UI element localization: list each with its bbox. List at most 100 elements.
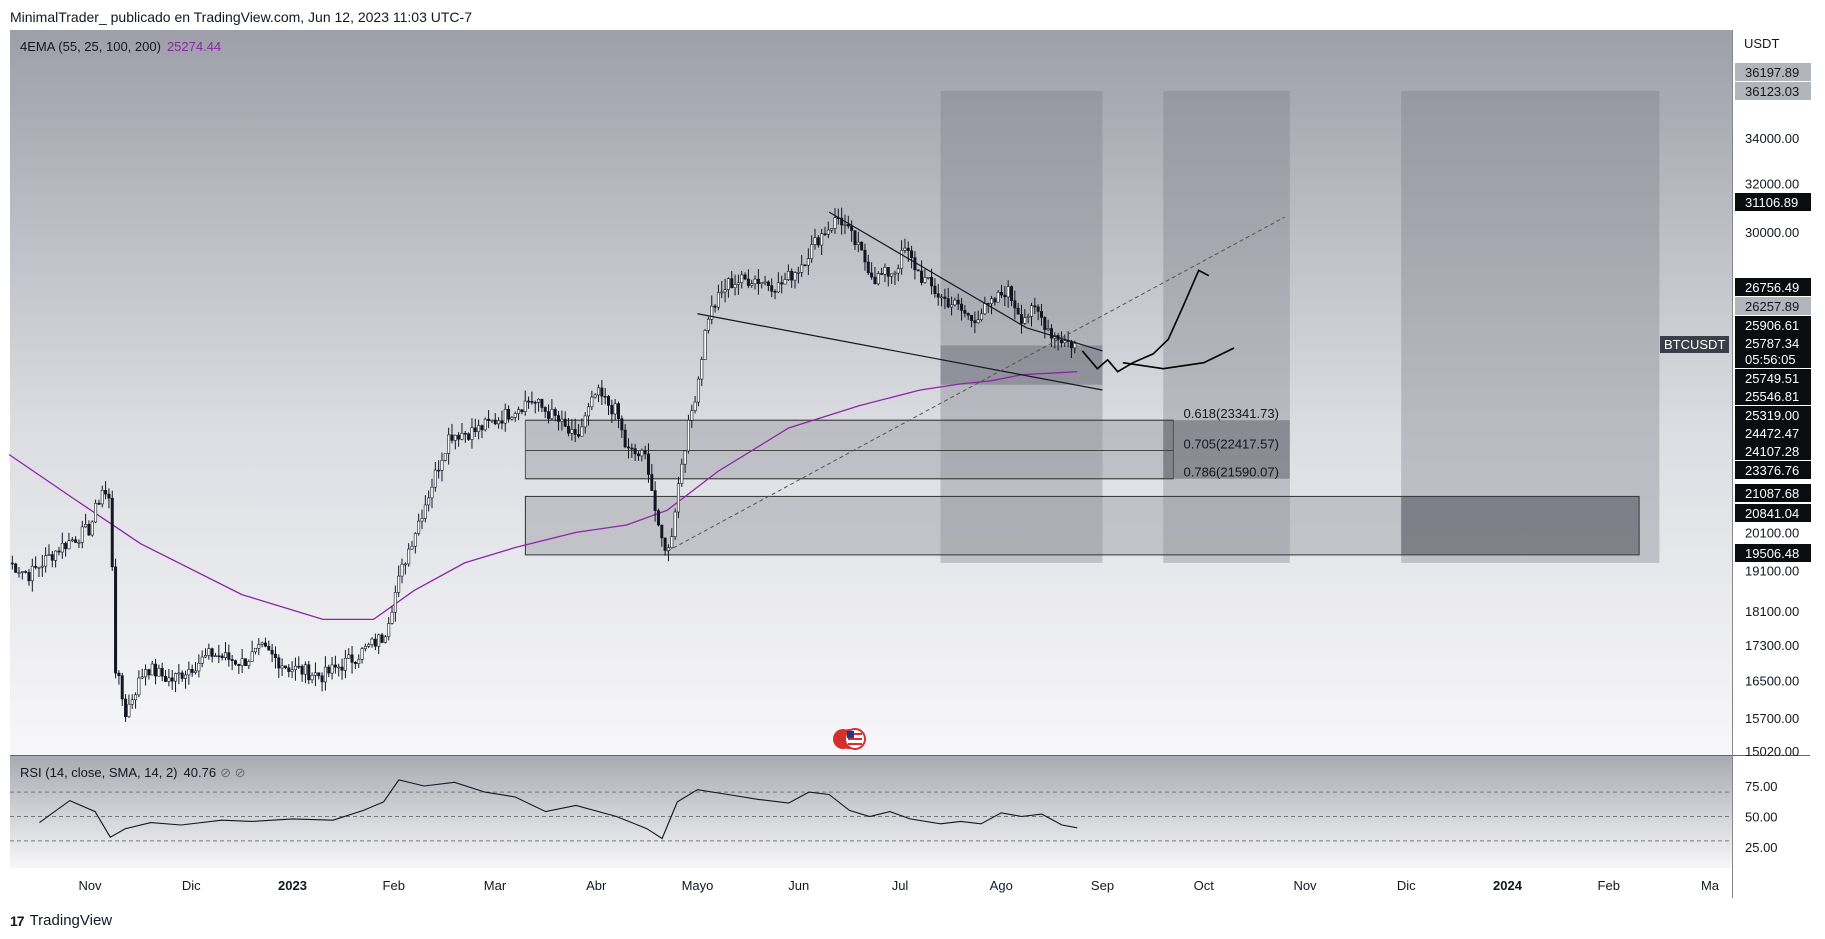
candle-body	[27, 572, 31, 582]
candle-body	[900, 250, 904, 269]
candle-body	[587, 406, 591, 417]
candle-body	[623, 429, 627, 448]
candle-body	[10, 562, 14, 565]
candle-body	[323, 666, 327, 683]
candle-body	[866, 261, 870, 274]
candle-body	[87, 524, 91, 536]
x-tick: Feb	[383, 878, 405, 893]
candle-body	[357, 659, 361, 665]
candle-body	[567, 425, 571, 434]
candle-body	[953, 299, 957, 306]
candle-body	[283, 665, 287, 668]
price-label-bg	[1735, 387, 1811, 405]
candle-body	[247, 661, 251, 666]
candle-body	[330, 664, 334, 674]
candle-body	[1016, 307, 1020, 315]
candle-body	[680, 463, 684, 484]
candle-body	[886, 267, 890, 277]
candle-body	[297, 665, 301, 668]
candle-body	[563, 418, 567, 427]
candle-body	[860, 241, 864, 251]
candle-body	[656, 510, 660, 526]
candle-body	[263, 642, 267, 647]
y-tick: 16500.00	[1745, 673, 1799, 688]
candle-body	[233, 660, 237, 665]
candle-body	[616, 403, 620, 419]
candle-body	[360, 648, 364, 660]
candle-body	[194, 670, 198, 673]
candle-body	[14, 563, 18, 573]
price-label: 20841.04	[1745, 506, 1799, 521]
candle-body	[547, 411, 551, 419]
price-label-bg	[1735, 334, 1811, 352]
x-tick: Mayo	[682, 878, 714, 893]
candle-body	[533, 401, 537, 404]
candle-body	[347, 654, 351, 659]
footer-brand-text: TradingView	[29, 912, 113, 929]
y-tick: 19100.00	[1745, 564, 1799, 579]
candle-body	[100, 489, 104, 505]
candle-body	[840, 217, 844, 226]
candle-body	[583, 415, 587, 428]
price-label: 25546.81	[1745, 389, 1799, 404]
candle-body	[473, 427, 477, 433]
x-tick: Jun	[788, 878, 809, 893]
candle-body	[876, 273, 880, 285]
candle-body	[310, 675, 314, 681]
candle-body	[893, 272, 897, 275]
price-label: 05:56:05	[1745, 352, 1796, 367]
candle-body	[54, 550, 58, 561]
candle-body	[400, 563, 404, 577]
price-label-bg	[1735, 504, 1811, 522]
candle-body	[590, 396, 594, 408]
wedge-upper-line	[828, 211, 1027, 329]
x-tick: Dic	[1397, 878, 1416, 893]
rsi-label-text: RSI (14, close, SMA, 14, 2)	[20, 765, 178, 780]
x-tick: Abr	[586, 878, 607, 893]
candle-body	[753, 278, 757, 285]
y-tick: 15700.00	[1745, 711, 1799, 726]
candle-body	[1049, 328, 1053, 339]
candle-body	[117, 672, 121, 677]
candle-body	[976, 319, 980, 324]
candle-body	[377, 634, 381, 647]
symbol-tag: BTCUSDT	[1660, 336, 1730, 353]
candle-body	[160, 667, 164, 677]
candle-body	[200, 656, 204, 664]
candle-body	[483, 418, 487, 431]
candle-body	[477, 425, 481, 433]
us-flag-event-icon[interactable]	[832, 728, 866, 750]
candle-body	[17, 572, 21, 574]
candle-body	[500, 420, 504, 424]
candle-body	[327, 666, 331, 674]
ema-200-line	[8, 371, 1078, 621]
candle-body	[470, 427, 474, 440]
wedge-upper-extension	[1026, 327, 1103, 352]
candle-body	[217, 655, 221, 658]
candle-body	[740, 274, 744, 283]
price-label: 25749.51	[1745, 371, 1799, 386]
candle-body	[826, 229, 830, 235]
candle-body	[70, 539, 74, 542]
price-label: 25319.00	[1745, 408, 1799, 423]
candle-body	[333, 664, 337, 668]
candle-body	[726, 278, 730, 291]
footer-brand[interactable]: 17 TradingView	[10, 912, 112, 929]
rsi-tick: 75.00	[1745, 779, 1778, 794]
candle-body	[880, 273, 884, 275]
candle-body	[780, 282, 784, 285]
candle-body	[626, 446, 630, 449]
candle-body	[543, 407, 547, 412]
candle-body	[527, 400, 531, 403]
candle-body	[1063, 340, 1067, 344]
rsi-indicator-label[interactable]: RSI (14, close, SMA, 14, 2) 40.76 ⊘ ⊘	[20, 765, 245, 781]
candle-body	[746, 278, 750, 286]
ema-indicator-label[interactable]: 4EMA (55, 25, 100, 200) 25274.44	[20, 39, 221, 54]
candle-body	[487, 418, 491, 421]
x-tick: Ma	[1701, 878, 1720, 893]
price-label: 31106.89	[1745, 195, 1798, 210]
candle-body	[966, 313, 970, 316]
rsi-visibility-icons[interactable]: ⊘ ⊘	[220, 765, 246, 780]
candle-body	[353, 662, 357, 665]
